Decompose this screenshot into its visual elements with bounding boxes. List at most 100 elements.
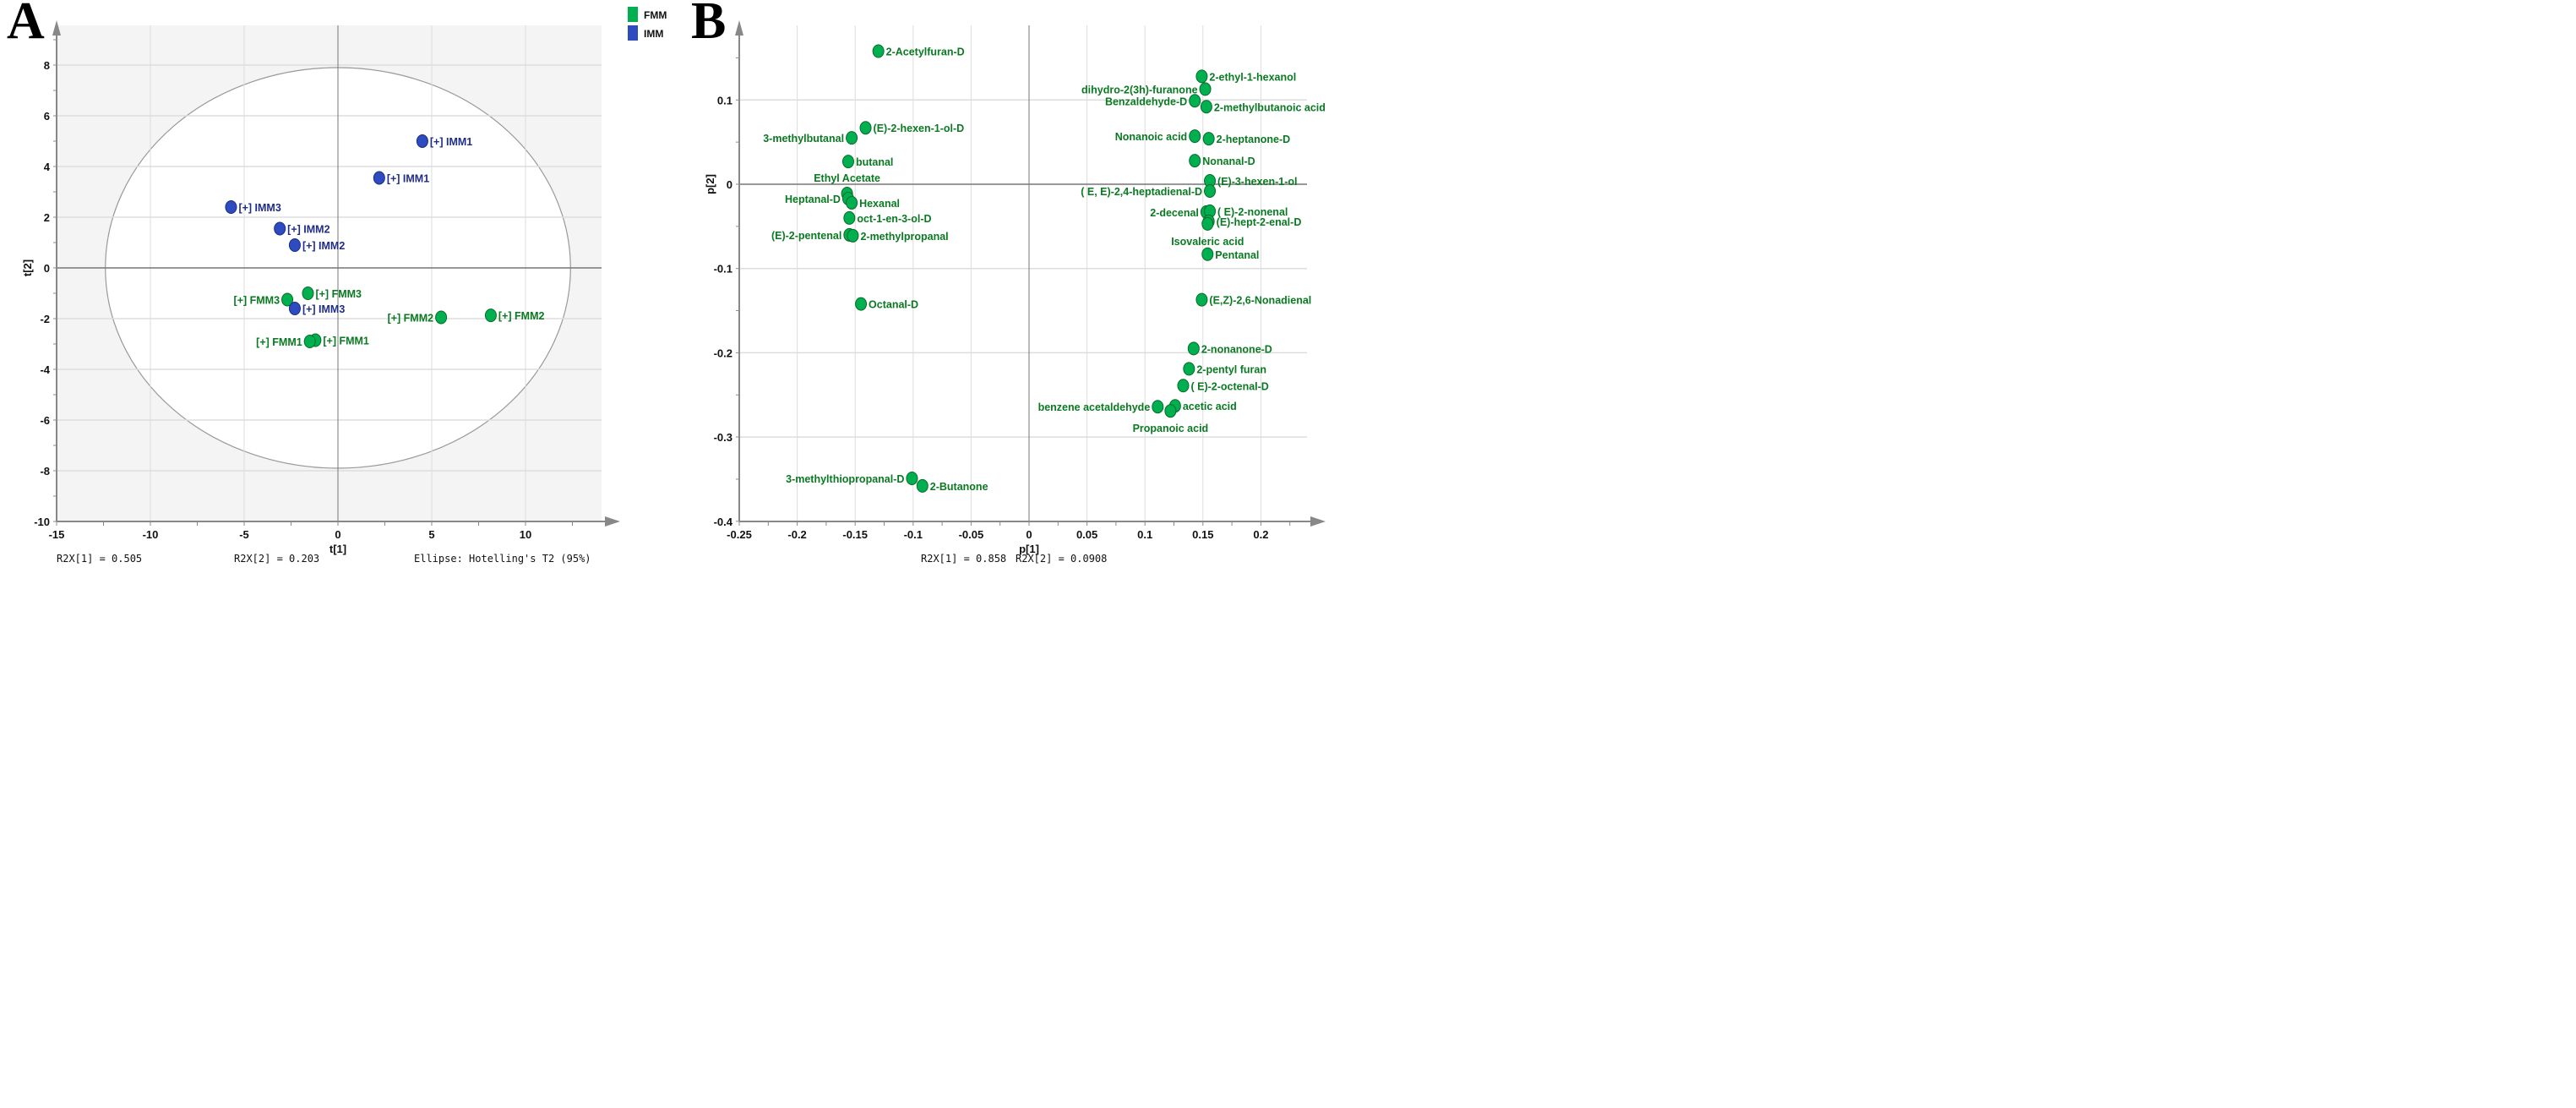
data-label: Ethyl Acetate bbox=[814, 172, 880, 184]
data-label: 2-Butanone bbox=[930, 481, 988, 493]
data-point bbox=[916, 478, 929, 493]
data-label: Hexanal bbox=[859, 198, 900, 210]
legend-swatch-imm bbox=[628, 25, 638, 41]
data-point bbox=[373, 171, 385, 185]
y-tick-label: 2 bbox=[44, 211, 50, 224]
data-label: 2-decenal bbox=[1150, 207, 1199, 219]
panel-a-stat-r2x2: R2X[2] = 0.203 bbox=[234, 553, 319, 565]
data-point bbox=[1152, 400, 1164, 414]
data-label: (E)-3-hexen-1-ol bbox=[1217, 176, 1297, 188]
panel-b-letter: B bbox=[691, 0, 726, 50]
panel-a-stat-r2x1: R2X[1] = 0.505 bbox=[57, 553, 142, 565]
y-tick-label: -0.3 bbox=[714, 431, 732, 444]
x-tick-label: -0.2 bbox=[787, 528, 806, 541]
data-point bbox=[484, 308, 497, 323]
data-label: (E)-2-hexen-1-ol-D bbox=[874, 123, 965, 134]
data-label: Nonanoic acid bbox=[1115, 131, 1187, 143]
x-tick-label: -0.15 bbox=[842, 528, 868, 541]
data-label: (E,Z)-2,6-Nonadienal bbox=[1209, 295, 1311, 307]
data-point bbox=[847, 228, 859, 243]
data-label: Benzaldehyde-D bbox=[1105, 96, 1187, 107]
x-tick-label: 0 bbox=[1026, 528, 1032, 541]
data-point bbox=[1202, 132, 1215, 146]
x-tick-label: -0.1 bbox=[904, 528, 923, 541]
x-tick-label: -0.25 bbox=[727, 528, 752, 541]
data-point bbox=[1177, 379, 1190, 393]
panel-b-loading-plot: -0.25 -0.2 -0.15 -0.1 -0.05 0 0.05 0.1 0.15 0.2 -0… bbox=[704, 20, 1326, 555]
data-point bbox=[846, 131, 858, 145]
data-label: ( E)-2-octenal-D bbox=[1190, 380, 1268, 392]
data-point bbox=[1189, 154, 1201, 168]
x-tick-label: 5 bbox=[428, 528, 434, 541]
data-point bbox=[281, 292, 294, 307]
data-label: dihydro-2(3h)-furanone bbox=[1081, 84, 1198, 96]
data-point bbox=[416, 134, 428, 148]
legend-label-imm: IMM bbox=[644, 28, 663, 40]
data-label: Pentanal bbox=[1215, 249, 1259, 261]
data-label: [+] FMM3 bbox=[234, 295, 280, 307]
legend-swatch-fmm bbox=[628, 7, 638, 22]
y-tick-label: 6 bbox=[44, 110, 50, 123]
data-label: [+] IMM1 bbox=[387, 173, 429, 185]
data-point bbox=[906, 471, 918, 485]
data-label: (E)-hept-2-enal-D bbox=[1217, 216, 1302, 228]
data-label: 2-Acetylfuran-D bbox=[886, 46, 965, 57]
data-label: Nonanal-D bbox=[1202, 156, 1255, 167]
y-tick-label: -2 bbox=[40, 313, 50, 325]
x-axis-label: p[1] bbox=[1019, 543, 1039, 555]
y-tick-label: -0.2 bbox=[714, 347, 732, 359]
data-label: ( E, E)-2,4-heptadienal-D bbox=[1081, 186, 1202, 198]
x-axis-arrow-icon bbox=[605, 516, 620, 527]
data-label: butanal bbox=[856, 156, 893, 168]
data-label: 2-methylpropanal bbox=[860, 231, 948, 243]
data-point bbox=[225, 200, 237, 214]
data-point bbox=[1189, 129, 1201, 144]
data-label: Heptanal-D bbox=[785, 194, 841, 205]
data-point bbox=[288, 238, 301, 252]
data-label: [+] FMM2 bbox=[498, 310, 545, 322]
panel-a-letter: A bbox=[7, 0, 45, 50]
data-label: (E)-2-pentenal bbox=[771, 230, 841, 242]
data-point bbox=[841, 155, 854, 169]
data-point bbox=[1183, 362, 1195, 376]
x-tick-label: 0.15 bbox=[1192, 528, 1213, 541]
data-point bbox=[1195, 69, 1208, 84]
data-point bbox=[855, 297, 868, 311]
panel-a-ellipse-note: Ellipse: Hotelling's T2 (95%) bbox=[414, 553, 591, 565]
legend: FMM IMM bbox=[628, 7, 667, 41]
y-tick-label: -8 bbox=[40, 465, 50, 478]
panel-a-score-plot: -15 -10 -5 0 5 10-10-8-6-4-202468t[1]t[2][+] … bbox=[21, 20, 620, 555]
x-tick-label: 0.1 bbox=[1137, 528, 1152, 541]
data-label: 3-methylthiopropanal-D bbox=[786, 473, 904, 485]
data-label: 2-heptanone-D bbox=[1217, 134, 1291, 145]
data-label: acetic acid bbox=[1183, 401, 1237, 412]
x-tick-label: 0.05 bbox=[1076, 528, 1097, 541]
x-tick-label: 0 bbox=[335, 528, 340, 541]
x-tick-label: -5 bbox=[239, 528, 249, 541]
data-label: oct-1-en-3-ol-D bbox=[857, 213, 931, 225]
y-tick-label: -0.1 bbox=[714, 263, 732, 276]
data-point bbox=[859, 121, 872, 135]
data-point bbox=[1200, 100, 1212, 114]
data-point bbox=[303, 335, 316, 348]
x-tick-label: -15 bbox=[49, 528, 65, 541]
y-tick-label: 0.1 bbox=[717, 94, 732, 106]
data-label: [+] IMM1 bbox=[430, 136, 472, 148]
data-label: Isovaleric acid bbox=[1171, 236, 1244, 248]
data-label: [+] FMM3 bbox=[315, 288, 362, 300]
plot-background bbox=[739, 25, 1307, 521]
x-tick-label: 0.2 bbox=[1253, 528, 1268, 541]
data-label: benzene acetaldehyde bbox=[1038, 401, 1151, 413]
data-label: Octanal-D bbox=[869, 299, 918, 311]
data-label: [+] FMM1 bbox=[323, 336, 369, 347]
data-label: 2-ethyl-1-hexanol bbox=[1209, 71, 1296, 83]
y-tick-label: 0 bbox=[727, 178, 732, 191]
data-point bbox=[1195, 292, 1208, 307]
data-label: 2-methylbutanoic acid bbox=[1214, 101, 1326, 113]
data-point bbox=[1201, 247, 1214, 261]
panel-b-stat-r2x2: R2X[2] = 0.0908 bbox=[1016, 553, 1107, 565]
data-point bbox=[274, 221, 286, 236]
data-point bbox=[1199, 82, 1212, 96]
data-point bbox=[1201, 216, 1214, 231]
data-label: [+] IMM2 bbox=[302, 240, 345, 252]
